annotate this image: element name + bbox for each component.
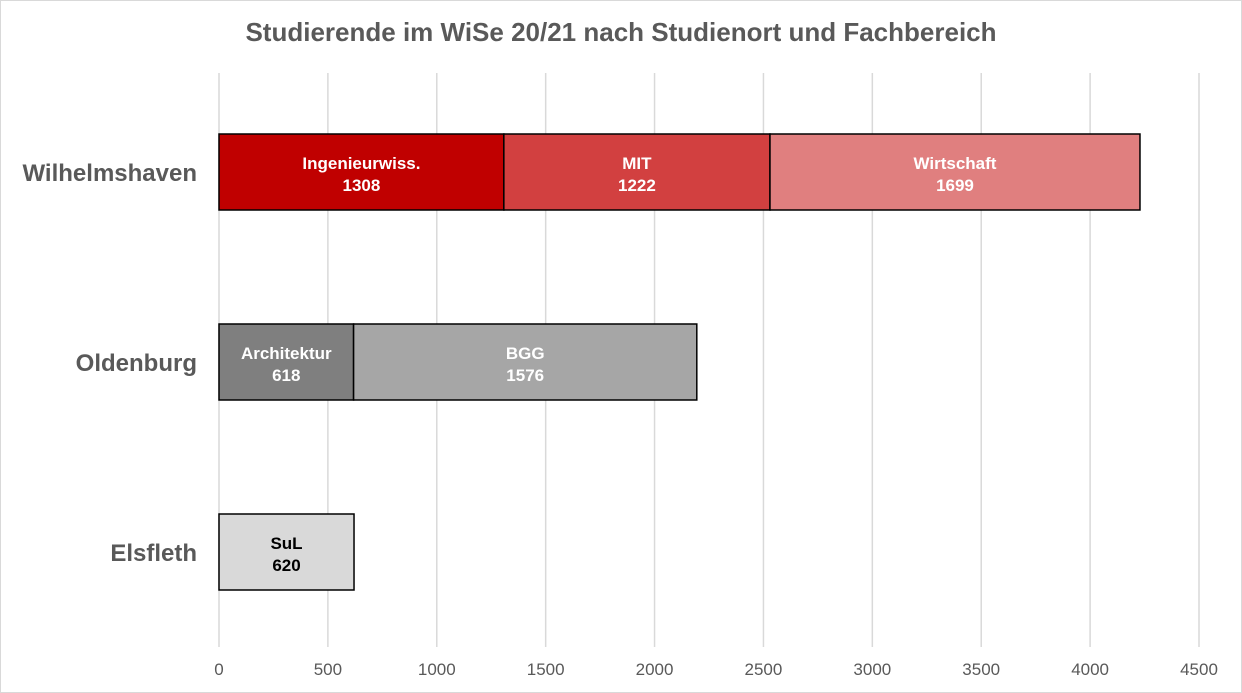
x-tick-label: 500 <box>314 660 342 679</box>
segment-label: SuL <box>270 534 302 553</box>
segment-value: 620 <box>272 556 300 575</box>
bar-segment: Architektur 618 <box>218 323 355 401</box>
bar-rect <box>218 133 505 211</box>
x-tick-label: 1000 <box>418 660 456 679</box>
x-tick-label: 3000 <box>853 660 891 679</box>
segment-label: Wirtschaft <box>913 154 996 173</box>
segment-label: Ingenieurwiss. <box>302 154 420 173</box>
bar-rect <box>218 323 355 401</box>
category-label: Wilhelmshaven <box>22 160 197 187</box>
bar-segment: MIT 1222 <box>503 133 771 211</box>
segment-label: MIT <box>622 154 652 173</box>
segment-value: 1308 <box>343 176 381 195</box>
segment-label: Architektur <box>241 344 332 363</box>
segment-value: 1576 <box>506 366 544 385</box>
segment-value: 1699 <box>936 176 974 195</box>
bars: Ingenieurwiss. 1308 MIT 1222 Wirtschaft 1699 A… <box>218 133 1141 591</box>
x-tick-label: 4000 <box>1071 660 1109 679</box>
x-tick-label: 2000 <box>636 660 674 679</box>
segment-value: 618 <box>272 366 300 385</box>
y-axis-categories: Wilhelmshaven Oldenburg Elsfleth <box>22 160 197 567</box>
x-tick-label: 3500 <box>962 660 1000 679</box>
category-label: Elsfleth <box>110 540 197 567</box>
chart-title: Studierende im WiSe 20/21 nach Studienor… <box>245 17 997 47</box>
bar-segment: Wirtschaft 1699 <box>769 133 1141 211</box>
category-label: Oldenburg <box>76 350 197 377</box>
bar-segment: SuL 620 <box>218 513 355 591</box>
bar-segment: Ingenieurwiss. 1308 <box>218 133 505 211</box>
x-tick-label: 4500 <box>1180 660 1218 679</box>
x-tick-label: 0 <box>214 660 223 679</box>
bar-rect <box>352 323 698 401</box>
bar-segment: BGG 1576 <box>352 323 698 401</box>
x-tick-label: 2500 <box>745 660 783 679</box>
segment-label: BGG <box>506 344 545 363</box>
x-axis-ticks: 0 500 1000 1500 2000 2500 3000 3500 4000 4500 <box>214 660 1218 679</box>
bar-rect <box>218 513 355 591</box>
segment-value: 1222 <box>618 176 656 195</box>
x-tick-label: 1500 <box>527 660 565 679</box>
bar-rect <box>769 133 1141 211</box>
bar-rect <box>503 133 771 211</box>
